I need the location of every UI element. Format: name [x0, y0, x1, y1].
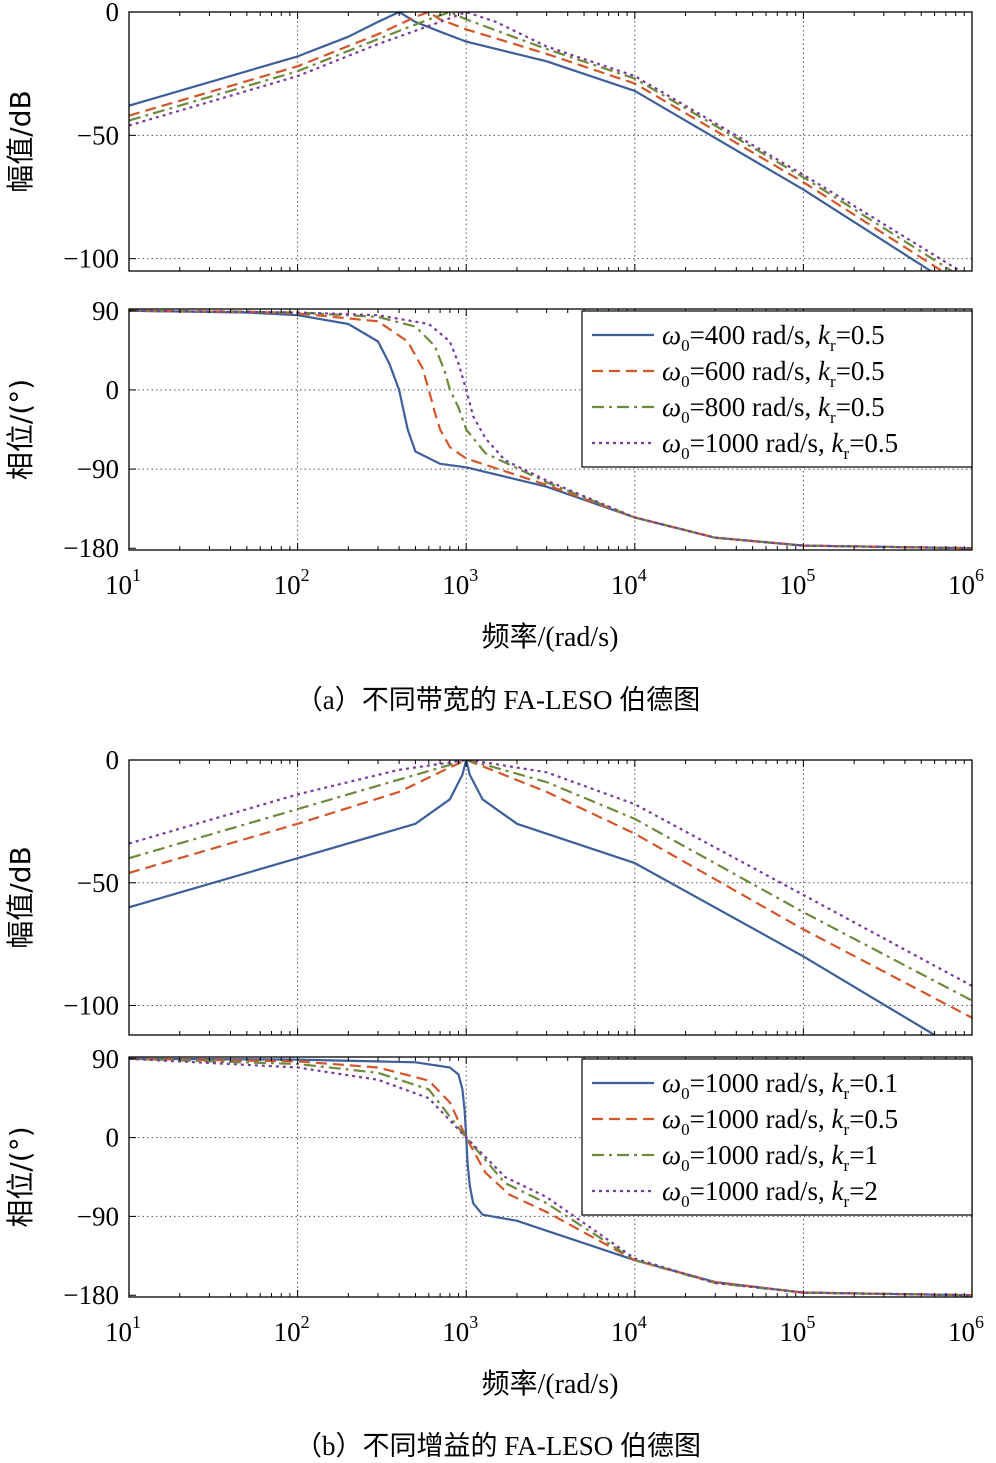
y-tick-label: 0	[106, 0, 120, 27]
plot-frame	[128, 11, 973, 272]
series-line-1	[129, 12, 933, 271]
legend-entry: ω0=400 rad/s, kr=0.5	[662, 320, 885, 355]
y-tick-label: 0	[106, 1123, 120, 1153]
series-line-4	[129, 12, 963, 271]
x-tick-label: 103	[442, 565, 478, 600]
series-line-3	[129, 12, 954, 271]
y-tick-label: −100	[63, 244, 119, 274]
chart-panel-b-magnitude: 0 −50 −100 幅值/dB	[4, 745, 973, 1036]
x-tick-label: 105	[779, 1312, 815, 1347]
legend-box	[581, 1058, 973, 1216]
legend-box	[581, 310, 973, 468]
legend-entry: ω0=1000 rad/s, kr=2	[662, 1176, 878, 1211]
series-line-4	[129, 760, 972, 987]
x-tick-label: 103	[442, 1312, 478, 1347]
y-tick-label: −50	[77, 868, 119, 898]
x-axis-label: 频率/(rad/s)	[482, 1368, 619, 1400]
y-tick-label: 90	[92, 296, 119, 326]
x-tick-label: 106	[948, 1312, 984, 1347]
caption-a: （a）不同带宽的 FA-LESO 伯德图	[296, 685, 701, 715]
x-tick-label: 105	[779, 565, 815, 600]
x-tick-label: 101	[105, 565, 141, 600]
x-tick-label: 102	[274, 565, 310, 600]
y-tick-label: −90	[77, 454, 119, 484]
series-line-1	[129, 760, 936, 1035]
chart-panel-a-phase: 90 0 −90 −180 相位/(°) ω0=400 rad/s, kr=0.5ω0=6…	[4, 296, 973, 563]
x-tick-label: 104	[611, 1312, 647, 1347]
legend-entry: ω0=1000 rad/s, kr=0.1	[662, 1068, 898, 1103]
x-tick-label: 102	[274, 1312, 310, 1347]
x-tick-label: 104	[611, 565, 647, 600]
y-tick-label: −50	[77, 120, 119, 150]
y-tick-label: −180	[63, 1280, 119, 1310]
series-line-3	[129, 760, 972, 1002]
series-line-2	[129, 12, 945, 271]
legend-entry: ω0=1000 rad/s, kr=0.5	[662, 1104, 898, 1139]
y-axis-label: 相位/(°)	[4, 1126, 37, 1227]
caption-b: （b）不同增益的 FA-LESO 伯德图	[295, 1431, 701, 1461]
legend-entry: ω0=1000 rad/s, kr=1	[662, 1140, 878, 1175]
series-line-4	[129, 1057, 972, 1297]
plot-frame	[128, 759, 973, 1036]
legend-entry: ω0=600 rad/s, kr=0.5	[662, 356, 885, 391]
y-tick-label: −100	[63, 991, 119, 1021]
x-tick-label: 101	[105, 1312, 141, 1347]
y-tick-label: −90	[77, 1201, 119, 1231]
y-tick-label: 90	[92, 1044, 119, 1074]
legend-entry: ω0=1000 rad/s, kr=0.5	[662, 428, 898, 463]
chart-panel-a-magnitude: 0 −50 −100 幅值/dB	[4, 0, 973, 274]
series-line-4	[129, 309, 972, 550]
y-axis-label: 幅值/dB	[4, 90, 37, 192]
x-axis-label: 频率/(rad/s)	[482, 621, 619, 653]
y-tick-label: 0	[106, 375, 120, 405]
series-line-2	[129, 760, 972, 1019]
legend-entry: ω0=800 rad/s, kr=0.5	[662, 392, 885, 427]
y-axis-label: 幅值/dB	[4, 846, 37, 948]
x-tick-label: 106	[948, 565, 984, 600]
y-tick-label: −180	[63, 533, 119, 563]
y-tick-label: 0	[106, 745, 120, 775]
y-axis-label: 相位/(°)	[4, 379, 37, 480]
